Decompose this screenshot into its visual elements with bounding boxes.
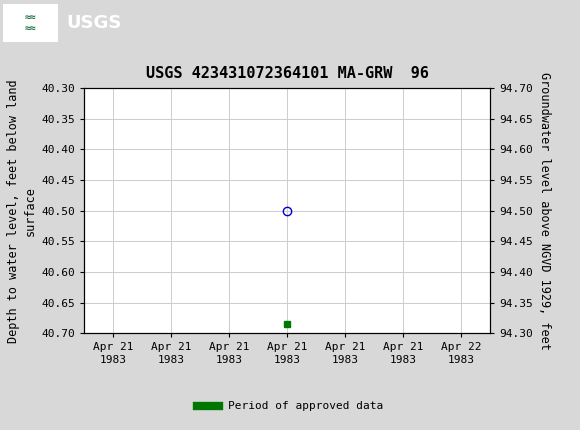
Title: USGS 423431072364101 MA-GRW  96: USGS 423431072364101 MA-GRW 96 [146,66,429,81]
Text: USGS: USGS [67,14,122,31]
FancyBboxPatch shape [3,3,58,42]
Text: ≈≈
≈≈: ≈≈ ≈≈ [24,12,36,34]
Y-axis label: Groundwater level above NGVD 1929, feet: Groundwater level above NGVD 1929, feet [538,72,552,350]
Y-axis label: Depth to water level, feet below land
surface: Depth to water level, feet below land su… [7,79,37,343]
Legend: Period of approved data: Period of approved data [193,397,387,416]
